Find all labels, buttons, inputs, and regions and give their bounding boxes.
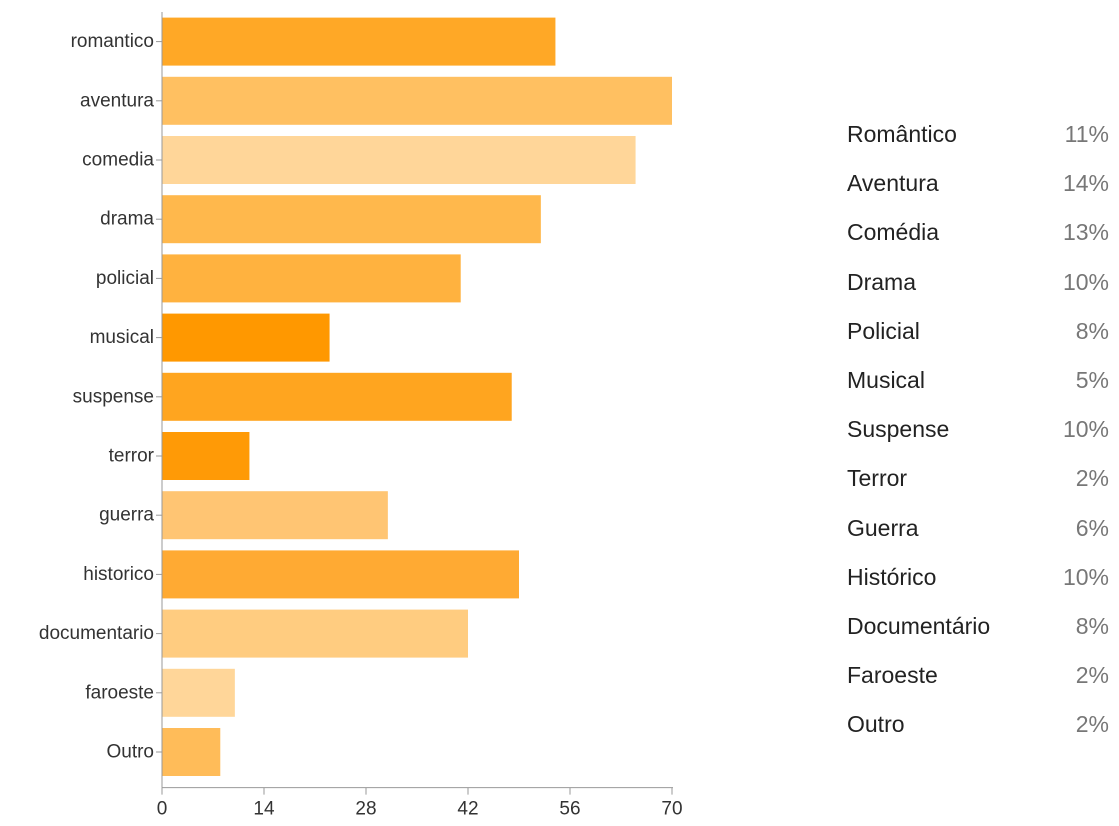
category-label: comedia [82, 150, 154, 171]
bar-faroeste [162, 668, 235, 717]
legend-item: Drama 10% [847, 258, 1109, 307]
legend-percentage: 5% [1075, 367, 1109, 394]
legend-item: Guerra 6% [847, 504, 1109, 553]
legend-percentage: 10% [1062, 416, 1109, 443]
legend-label: Histórico [847, 563, 937, 590]
bar-terror [162, 432, 250, 480]
percentage-legend: Romântico 11% Aventura 14% Comédia 13% Dram… [847, 110, 1109, 749]
category-label: romantico [71, 31, 154, 52]
legend-percentage: 6% [1075, 514, 1109, 541]
legend-percentage: 14% [1062, 170, 1109, 197]
x-tick-label: 70 [661, 799, 682, 820]
category-label: musical [90, 327, 154, 348]
legend-percentage: 8% [1075, 612, 1109, 639]
x-tick-label: 14 [253, 799, 275, 820]
legend-percentage: 11% [1064, 121, 1109, 148]
category-label: terror [109, 446, 155, 467]
category-labels-group: romantico aventura comedia drama policial mus… [39, 31, 162, 763]
legend-label: Musical [847, 367, 925, 394]
legend-item: Suspense 10% [847, 405, 1109, 454]
bar-guerra [162, 491, 388, 540]
legend-label: Outro [847, 711, 905, 738]
legend-item: Documentário 8% [847, 602, 1109, 651]
legend-item: Terror 2% [847, 454, 1109, 503]
bar-chart: romantico aventura comedia drama policial mus… [39, 12, 683, 820]
legend-label: Comédia [847, 219, 940, 246]
x-ticks-group: 0 14 28 42 56 70 [157, 787, 683, 820]
legend-percentage: 2% [1075, 662, 1109, 689]
legend-percentage: 8% [1075, 317, 1109, 344]
x-tick-label: 28 [355, 799, 376, 820]
category-label: Outro [106, 742, 154, 763]
legend-item: Faroeste 2% [847, 651, 1109, 700]
legend-percentage: 10% [1062, 268, 1109, 295]
legend-percentage: 10% [1062, 563, 1109, 590]
category-label: aventura [80, 90, 154, 111]
legend-label: Policial [847, 317, 920, 344]
legend-item: Aventura 14% [847, 159, 1109, 208]
category-label: historico [83, 564, 154, 585]
category-label: suspense [73, 386, 154, 407]
category-label: documentario [39, 623, 154, 644]
legend-label: Suspense [847, 416, 950, 443]
x-tick-label: 42 [457, 799, 478, 820]
legend-label: Guerra [847, 514, 919, 541]
category-label: policial [96, 268, 154, 289]
category-label: guerra [99, 505, 154, 526]
bar-romantico [162, 17, 556, 66]
legend-label: Aventura [847, 170, 939, 197]
x-tick-label: 56 [559, 799, 580, 820]
legend-item: Romântico 11% [847, 110, 1109, 159]
legend-label: Faroeste [847, 662, 938, 689]
legend-label: Drama [847, 268, 917, 295]
bar-outro [162, 728, 221, 776]
legend-label: Romântico [847, 121, 957, 148]
bars-group [162, 17, 672, 776]
legend-item: Comédia 13% [847, 208, 1109, 257]
bar-comedia [162, 136, 636, 184]
legend-item: Policial 8% [847, 307, 1109, 356]
bar-historico [162, 550, 519, 599]
bar-documentario [162, 609, 468, 658]
legend-item: Musical 5% [847, 356, 1109, 405]
legend-percentage: 2% [1075, 465, 1109, 492]
bar-suspense [162, 372, 512, 421]
bar-aventura [162, 76, 672, 125]
bar-policial [162, 254, 461, 303]
legend-item: Histórico 10% [847, 553, 1109, 602]
legend-percentage: 13% [1062, 219, 1109, 246]
category-label: faroeste [85, 682, 154, 703]
bar-musical [162, 313, 330, 362]
category-label: drama [100, 209, 154, 230]
legend-label: Documentário [847, 612, 991, 639]
x-tick-label: 0 [157, 799, 168, 820]
legend-label: Terror [847, 465, 908, 492]
bar-drama [162, 195, 541, 244]
legend-item: Outro 2% [847, 700, 1109, 749]
legend-percentage: 2% [1075, 711, 1109, 738]
